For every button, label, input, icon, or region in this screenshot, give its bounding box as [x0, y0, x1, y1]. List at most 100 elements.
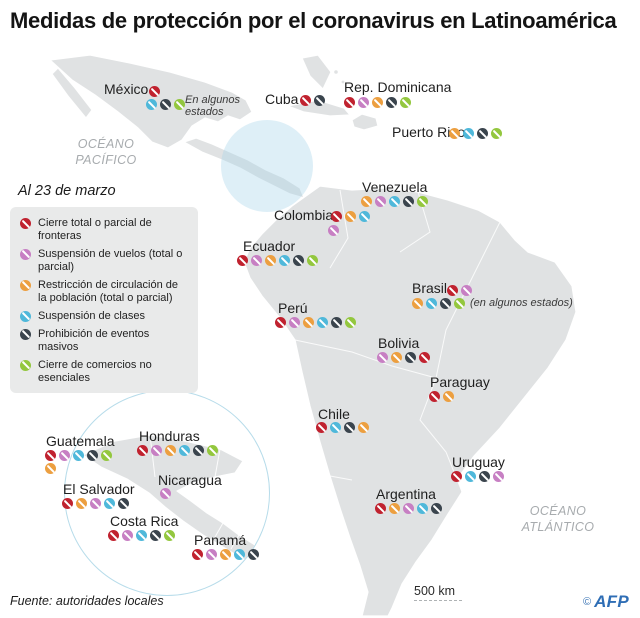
legend-item-clases: Suspensión de clases: [20, 310, 188, 323]
scale-label: 500 km: [414, 584, 455, 598]
central-america-shape: [183, 137, 305, 199]
country-label-argentina: Argentina: [376, 486, 436, 502]
comercios-measure-icon: [491, 128, 502, 139]
country-label-peru: Perú: [278, 300, 308, 316]
vuelos-measure-icon: [151, 445, 162, 456]
vuelos-measure-icon: [90, 498, 101, 509]
measure-icons-mexico: [149, 86, 160, 97]
circulacion-measure-icon: [412, 298, 423, 309]
legend-item-comercios: Cierre de comercios no esenciales: [20, 359, 188, 385]
country-label-guatemala: Guatemala: [46, 433, 115, 449]
legend-date-label: Al 23 de marzo: [18, 183, 116, 199]
fronteras-measure-icon: [275, 317, 286, 328]
clases-measure-icon: [136, 530, 147, 541]
vuelos-measure-icon: [59, 450, 70, 461]
copyright-symbol: ©: [583, 596, 592, 608]
circulacion-measure-icon: [165, 445, 176, 456]
bahamas-shape: [333, 68, 340, 75]
circulacion-measure-icon: [76, 498, 87, 509]
inset-border-lines-3: [190, 482, 194, 502]
circulacion-measure-icon: [372, 97, 383, 108]
hispaniola-shape: [351, 113, 379, 131]
inset-isthmus-shape: [82, 434, 269, 568]
business-closure-icon: [20, 359, 31, 371]
country-label-rep-dominicana: Rep. Dominicana: [344, 79, 452, 95]
measure-icons-panama: [192, 549, 259, 560]
comercios-measure-icon: [345, 317, 356, 328]
legend-item-vuelos: Suspensión de vuelos (total o parcial): [20, 248, 188, 274]
circulacion-measure-icon: [45, 463, 56, 474]
note-mexico: En algunos estados: [185, 94, 241, 119]
legend-label-fronteras: Cierre total o parcial de fronteras: [38, 217, 152, 242]
measure-icons-ecuador: [237, 255, 318, 266]
eventos-measure-icon: [160, 99, 171, 110]
fronteras-measure-icon: [45, 450, 56, 461]
vuelos-measure-icon: [358, 97, 369, 108]
clases-measure-icon: [359, 211, 370, 222]
fronteras-measure-icon: [429, 391, 440, 402]
measure-icons-honduras: [137, 445, 218, 456]
clases-measure-icon: [179, 445, 190, 456]
ocean-label-pacific: OCÉANO PACÍFICO: [60, 136, 152, 169]
eventos-measure-icon: [87, 450, 98, 461]
fronteras-measure-icon: [300, 95, 311, 106]
vuelos-measure-icon: [122, 530, 133, 541]
country-label-mexico: México: [104, 81, 149, 97]
eventos-measure-icon: [386, 97, 397, 108]
ocean-atlantic-line1: OCÉANO: [529, 504, 587, 518]
measure-icons-colombia-row2: [328, 225, 339, 236]
eventos-measure-icon: [331, 317, 342, 328]
fronteras-measure-icon: [237, 255, 248, 266]
comercios-measure-icon: [174, 99, 185, 110]
clases-measure-icon: [279, 255, 290, 266]
country-label-paraguay: Paraguay: [430, 374, 490, 390]
measure-icons-puerto-rico: [449, 128, 502, 139]
florida-shape: [301, 54, 332, 90]
fronteras-measure-icon: [316, 422, 327, 433]
clases-measure-icon: [317, 317, 328, 328]
vuelos-measure-icon: [493, 471, 504, 482]
measure-icons-venezuela: [361, 196, 428, 207]
country-label-nicaragua: Nicaragua: [158, 472, 222, 488]
legend-label-clases: Suspensión de clases: [38, 309, 146, 322]
clases-measure-icon: [417, 503, 428, 514]
measure-icons-brasil: [447, 285, 472, 296]
fronteras-measure-icon: [108, 530, 119, 541]
clases-measure-icon: [463, 128, 474, 139]
south-america-shape: [243, 185, 577, 617]
border-closure-icon: [20, 218, 31, 229]
eventos-measure-icon: [193, 445, 204, 456]
comercios-measure-icon: [207, 445, 218, 456]
country-label-bolivia: Bolivia: [378, 335, 420, 351]
vuelos-measure-icon: [160, 488, 171, 499]
measure-icons-guatemala-row2: [45, 463, 56, 474]
measure-icons-peru: [275, 317, 356, 328]
clases-measure-icon: [146, 99, 157, 110]
eventos-measure-icon: [118, 498, 129, 509]
measure-icons-bolivia: [377, 352, 430, 363]
map-scale: 500 km: [414, 584, 462, 601]
clases-measure-icon: [234, 549, 245, 560]
measure-icons-rep-dominicana: [344, 97, 411, 108]
clases-measure-icon: [330, 422, 341, 433]
comercios-measure-icon: [417, 196, 428, 207]
eventos-measure-icon: [431, 503, 442, 514]
baja-california-shape: [51, 67, 93, 119]
eventos-measure-icon: [477, 128, 488, 139]
fronteras-measure-icon: [447, 285, 458, 296]
central-america-inset-map: [82, 434, 269, 568]
vuelos-measure-icon: [251, 255, 262, 266]
mass-events-ban-icon: [20, 328, 31, 340]
ocean-pacific-line1: OCÉANO: [77, 137, 135, 151]
inset-border-lines: [149, 434, 156, 478]
legend-label-circulacion: Restricción de circulación de la poblaci…: [38, 278, 179, 304]
note-brasil: (en algunos estados): [470, 297, 573, 309]
bahamas-shape-2: [340, 79, 346, 85]
vuelos-measure-icon: [461, 285, 472, 296]
circulacion-measure-icon: [389, 503, 400, 514]
page-title: Medidas de protección por el coronavirus…: [10, 8, 617, 33]
legend-item-circulacion: Restricción de circulación de la poblaci…: [20, 279, 188, 305]
circulacion-measure-icon: [303, 317, 314, 328]
inset-border-lines-5: [230, 534, 240, 550]
